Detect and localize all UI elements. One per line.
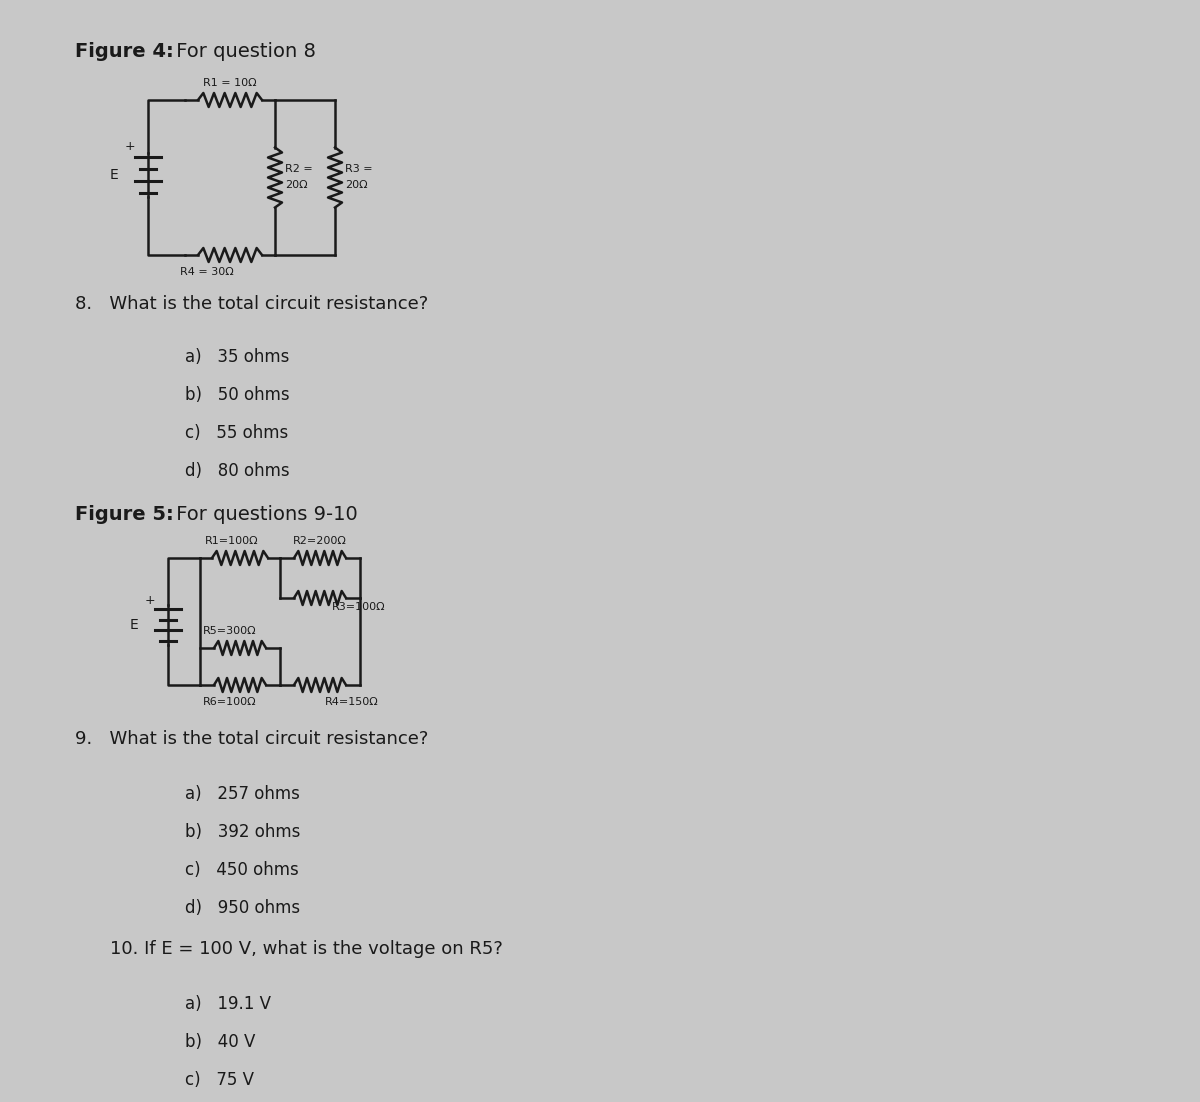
Text: R5=300Ω: R5=300Ω xyxy=(203,626,257,636)
Text: c)   75 V: c) 75 V xyxy=(185,1071,254,1089)
Text: 8.   What is the total circuit resistance?: 8. What is the total circuit resistance? xyxy=(74,295,428,313)
Text: R3 =: R3 = xyxy=(346,164,373,174)
Text: 20Ω: 20Ω xyxy=(346,181,367,191)
Text: R3=100Ω: R3=100Ω xyxy=(332,602,385,612)
Text: E: E xyxy=(109,168,118,182)
Text: R4=150Ω: R4=150Ω xyxy=(325,696,379,707)
Text: +: + xyxy=(145,594,155,606)
Text: d)   950 ohms: d) 950 ohms xyxy=(185,899,300,917)
Text: 20Ω: 20Ω xyxy=(286,181,307,191)
Text: 10. If E = 100 V, what is the voltage on R5?: 10. If E = 100 V, what is the voltage on… xyxy=(110,940,503,958)
Text: b)   40 V: b) 40 V xyxy=(185,1033,256,1051)
Text: b)   392 ohms: b) 392 ohms xyxy=(185,823,300,841)
Text: R2=200Ω: R2=200Ω xyxy=(293,536,347,545)
Text: R1 = 10Ω: R1 = 10Ω xyxy=(203,78,257,88)
Text: For question 8: For question 8 xyxy=(170,42,316,61)
Text: R6=100Ω: R6=100Ω xyxy=(203,696,257,707)
Text: c)   450 ohms: c) 450 ohms xyxy=(185,861,299,879)
Text: R2 =: R2 = xyxy=(286,164,313,174)
Text: a)   257 ohms: a) 257 ohms xyxy=(185,785,300,803)
Text: Figure 5:: Figure 5: xyxy=(74,505,174,523)
Text: c)   55 ohms: c) 55 ohms xyxy=(185,424,288,442)
Text: a)   35 ohms: a) 35 ohms xyxy=(185,348,289,366)
Text: E: E xyxy=(130,618,138,633)
Text: Figure 4:: Figure 4: xyxy=(74,42,174,61)
Text: +: + xyxy=(125,140,136,153)
Text: d)   80 ohms: d) 80 ohms xyxy=(185,462,289,480)
Text: R1=100Ω: R1=100Ω xyxy=(205,536,259,545)
Text: 9.   What is the total circuit resistance?: 9. What is the total circuit resistance? xyxy=(74,730,428,748)
Text: a)   19.1 V: a) 19.1 V xyxy=(185,995,271,1013)
Text: R4 = 30Ω: R4 = 30Ω xyxy=(180,267,234,277)
Text: For questions 9-10: For questions 9-10 xyxy=(170,505,358,523)
Text: b)   50 ohms: b) 50 ohms xyxy=(185,386,289,404)
